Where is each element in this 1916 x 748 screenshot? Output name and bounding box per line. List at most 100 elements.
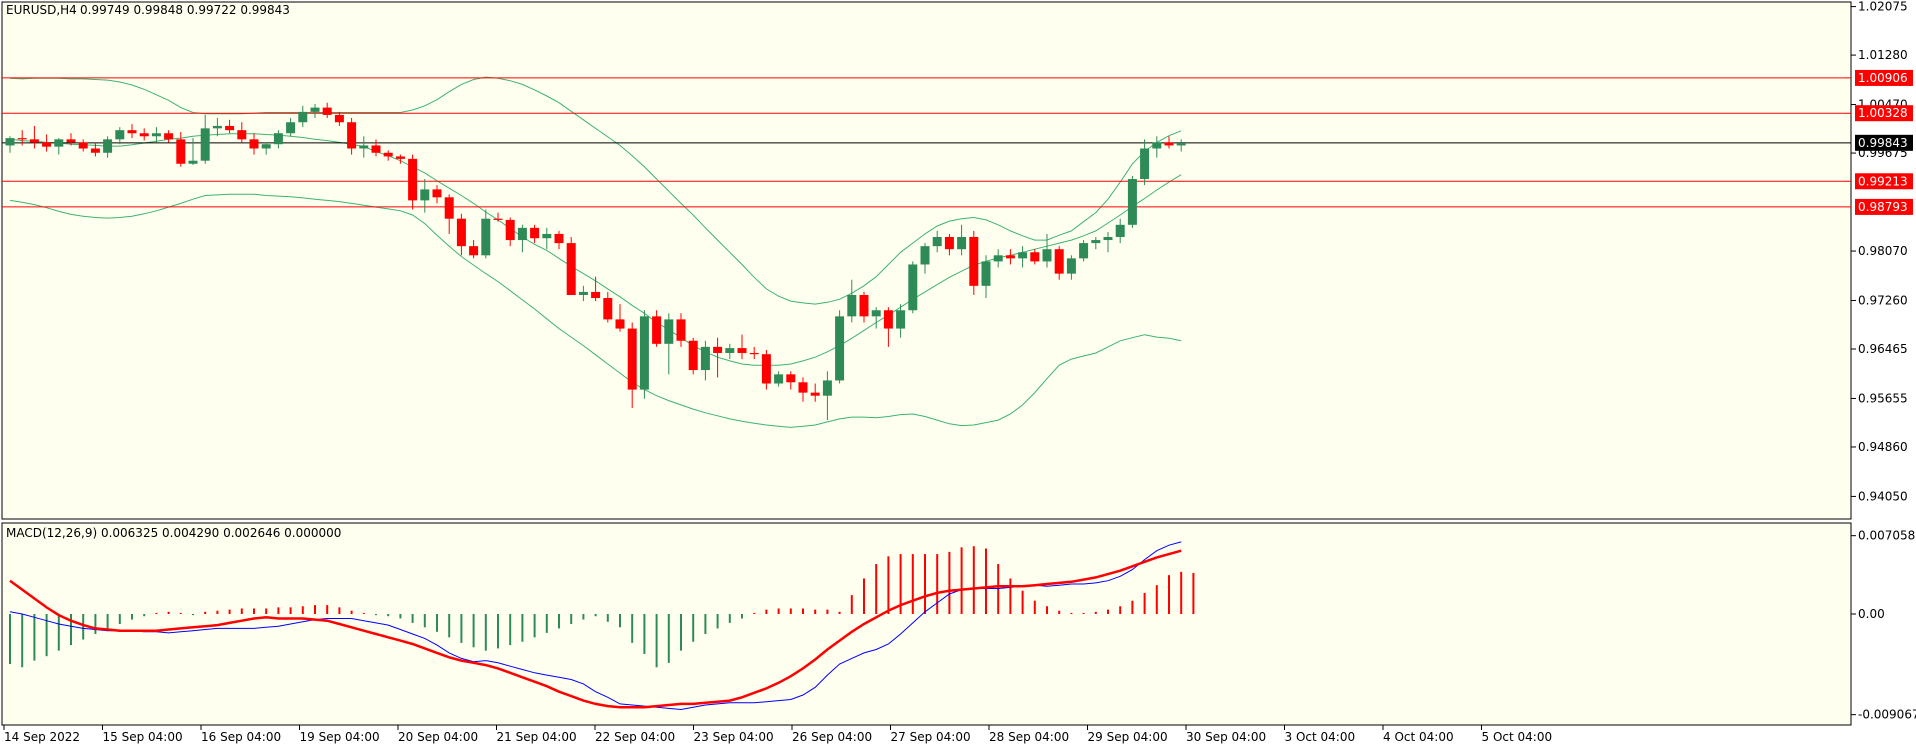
candle-body-bear: [566, 243, 576, 295]
candle-body-bear: [347, 122, 357, 149]
candle-body-bull: [981, 261, 991, 286]
candle-body-bull: [359, 145, 369, 149]
x-tick-label: 15 Sep 04:00: [103, 730, 183, 744]
candle-body-bear: [408, 158, 418, 201]
candle-body-bear: [505, 219, 515, 241]
candle-body-bear: [456, 218, 466, 247]
x-tick-label: 16 Sep 04:00: [201, 730, 281, 744]
candle-body-bull: [700, 346, 710, 371]
candle-body-bear: [615, 319, 625, 329]
candle-body-bull: [420, 189, 430, 201]
level-price-tag-label: 0.98793: [1858, 200, 1908, 214]
candle-body-bull: [957, 237, 967, 250]
time-axis: 14 Sep 2022 15 Sep 04:00 16 Sep 04:00 19 Se…: [3, 725, 1552, 744]
candle-body-bull: [261, 144, 271, 149]
candle-body-bear: [1164, 142, 1174, 146]
candle-body-bear: [688, 340, 698, 371]
x-tick-label: 19 Sep 04:00: [300, 730, 380, 744]
candle-body-bull: [1115, 224, 1125, 237]
x-tick-label: 29 Sep 04:00: [1088, 730, 1168, 744]
level-price-tag-box: [1855, 105, 1913, 122]
candle-body-bull: [932, 237, 942, 247]
macd-tick-label: -0.009067: [1858, 708, 1916, 722]
candle-body-bear: [493, 218, 503, 220]
candle-body-bear: [530, 227, 540, 239]
macd-pane[interactable]: [1, 522, 1852, 726]
candlesticks: [5, 102, 1186, 421]
horizontal-levels: [2, 77, 1851, 208]
candle-body-bear: [676, 319, 686, 341]
x-tick-label: 28 Sep 04:00: [989, 730, 1069, 744]
x-tick-label: 21 Sep 04:00: [497, 730, 577, 744]
candle-body-bull: [200, 128, 210, 161]
candle-body-bear: [713, 346, 723, 353]
candle-body-bear: [322, 107, 332, 115]
candle-body-bull: [115, 130, 125, 140]
candle-body-bull: [542, 233, 552, 239]
candle-body-bull: [920, 246, 930, 265]
candle-body-bear: [603, 298, 613, 320]
candle-body-bear: [969, 237, 979, 286]
candle-body-bull: [310, 107, 320, 112]
candle-body-bear: [749, 352, 759, 355]
candle-body-bear: [737, 348, 747, 353]
candle-body-bear: [591, 291, 601, 299]
candle-body-bull: [908, 264, 918, 311]
candle-body-bull: [212, 125, 222, 129]
candle-body-bear: [90, 148, 100, 153]
candle-body-bear: [798, 382, 808, 393]
macd-lines: [9, 541, 1182, 711]
y-tick-label: 0.98070: [1858, 244, 1908, 258]
candle-body-bear: [395, 156, 405, 159]
y-tick-label: 1.01280: [1858, 48, 1908, 62]
candle-body-bear: [444, 197, 454, 219]
candle-body-bear: [1005, 255, 1015, 259]
y-tick-label: 1.02075: [1858, 0, 1908, 14]
candle-body-bear: [810, 392, 820, 396]
candle-body-bull: [1103, 237, 1113, 241]
candle-body-bear: [432, 189, 442, 198]
candle-body-bear: [29, 139, 39, 143]
candle-body-bull: [1176, 143, 1186, 146]
x-tick-label: 23 Sep 04:00: [694, 730, 774, 744]
candle-body-bull: [1140, 148, 1150, 180]
x-tick-label: 4 Oct 04:00: [1383, 730, 1454, 744]
candle-body-bull: [835, 316, 845, 381]
candle-body-bear: [176, 139, 186, 164]
candle-body-bear: [944, 237, 954, 250]
candle-body-bull: [298, 111, 308, 123]
macd-tick-label: 0.00: [1858, 607, 1885, 621]
candle-body-bear: [554, 233, 564, 244]
y-tick-label: 0.95655: [1858, 391, 1908, 405]
candle-body-bull: [1127, 179, 1137, 225]
candle-body-bull: [847, 294, 857, 317]
current-price-tag-box: [1855, 134, 1913, 151]
candle-body-bull: [774, 374, 784, 384]
x-tick-label: 14 Sep 2022: [4, 730, 80, 744]
y-tick-label: 0.97260: [1858, 293, 1908, 307]
x-tick-label: 27 Sep 04:00: [891, 730, 971, 744]
macd-tick-label: 0.007058: [1858, 529, 1915, 543]
macd-signal-line: [9, 549, 1182, 709]
candle-body-bull: [1091, 240, 1101, 244]
band-lower-line: [9, 193, 1182, 428]
candle-body-bear: [225, 125, 235, 131]
candle-body-bull: [871, 310, 881, 317]
candle-body-bull: [5, 138, 15, 146]
candle-body-bull: [517, 227, 527, 241]
candle-body-bear: [127, 130, 137, 134]
candle-body-bear: [42, 142, 52, 147]
level-price-tag-box: [1855, 198, 1913, 215]
y-tick-label: 0.94860: [1858, 440, 1908, 454]
candle-body-bear: [139, 133, 149, 137]
candle-body-bear: [786, 374, 796, 383]
candle-body-bear: [627, 328, 637, 390]
level-price-tag-label: 0.99213: [1858, 174, 1908, 188]
candle-body-bull: [286, 122, 296, 134]
x-tick-label: 22 Sep 04:00: [595, 730, 675, 744]
candle-body-bear: [1030, 252, 1040, 262]
candle-body-bull: [578, 291, 588, 295]
candle-body-bull: [1152, 142, 1162, 149]
level-price-tag-label: 1.00328: [1858, 106, 1908, 120]
